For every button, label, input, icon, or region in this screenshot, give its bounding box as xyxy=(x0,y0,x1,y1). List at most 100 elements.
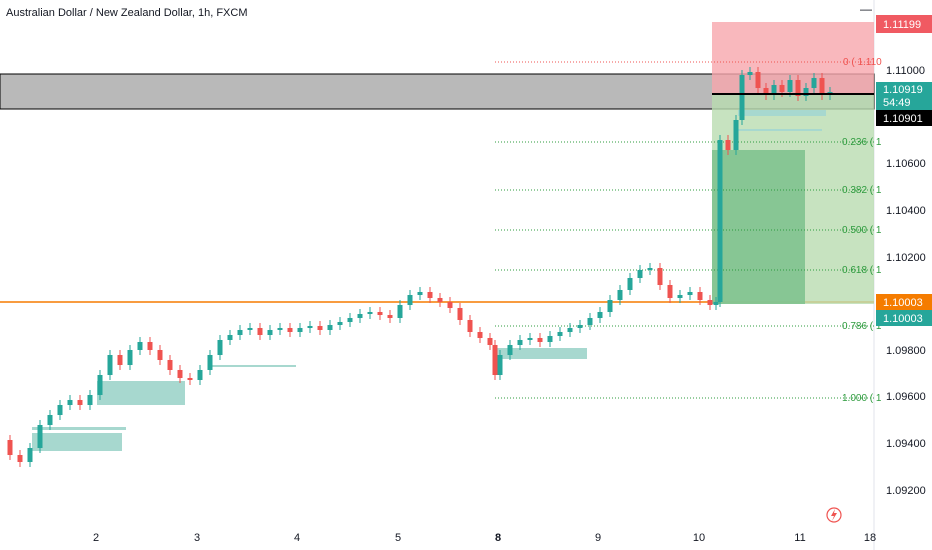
entry-price-tag: 1.10003 xyxy=(876,310,932,326)
fib-level-label: 0 ( 1.110 xyxy=(843,57,882,68)
price-tick: 1.09400 xyxy=(886,438,926,450)
candle-body xyxy=(147,342,153,350)
candle-body xyxy=(771,85,777,95)
fib-level-label: 0.500 ( 1 xyxy=(842,225,882,236)
lightning-icon[interactable] xyxy=(826,507,842,523)
demand-zone[interactable] xyxy=(738,110,826,116)
candle-body xyxy=(207,355,213,370)
candle-body xyxy=(327,325,333,330)
svg-text:1.10901: 1.10901 xyxy=(883,113,923,125)
candlesticks xyxy=(7,67,833,467)
candle-body xyxy=(467,320,473,332)
demand-zone[interactable] xyxy=(32,433,122,451)
candle-body xyxy=(795,80,801,96)
candle-body xyxy=(67,400,73,405)
candle-body xyxy=(97,375,103,395)
candle-body xyxy=(217,340,223,355)
candle-body xyxy=(477,332,483,338)
stop-price-tag: 1.11199 xyxy=(876,15,932,33)
price-tick: 1.10600 xyxy=(886,158,926,170)
candle-body xyxy=(637,270,643,278)
price-tick: 1.11000 xyxy=(886,65,925,77)
fib-level-label: 0.786 ( 1 xyxy=(842,321,882,332)
candle-body xyxy=(387,315,393,318)
candle-body xyxy=(297,328,303,332)
candle-body xyxy=(537,338,543,342)
fib-level-label: 1.000 ( 1 xyxy=(842,393,882,404)
candle-body xyxy=(277,328,283,330)
demand-zone[interactable] xyxy=(32,427,126,430)
price-tick: 1.10200 xyxy=(886,252,926,264)
fib-retracement[interactable]: 0 ( 1.110 0.236 ( 1 0.382 ( 1 0.500 ( 1 0.61… xyxy=(495,57,882,404)
time-tick: 5 xyxy=(395,532,401,544)
candle-body xyxy=(527,338,533,340)
candle-body xyxy=(227,335,233,340)
candle-body xyxy=(567,328,573,332)
time-tick: 4 xyxy=(294,532,300,544)
candle-body xyxy=(237,330,243,335)
candle-body xyxy=(763,88,769,95)
fib-level-label: 0.236 ( 1 xyxy=(842,137,882,148)
candle-body xyxy=(517,340,523,345)
price-tick: 1.09600 xyxy=(886,391,926,403)
candle-body xyxy=(617,290,623,300)
candle-body xyxy=(811,78,817,88)
candle-body xyxy=(117,355,123,365)
candle-body xyxy=(717,140,723,302)
candle-body xyxy=(487,338,493,345)
candle-body xyxy=(87,395,93,405)
candle-body xyxy=(357,314,363,318)
candle-body xyxy=(607,300,613,312)
candle-body xyxy=(507,345,513,355)
fib-level-label: 0.618 ( 1 xyxy=(842,265,882,276)
stop-loss-zone[interactable] xyxy=(712,22,874,94)
demand-zone[interactable] xyxy=(497,348,587,359)
candle-body xyxy=(417,292,423,295)
candle-body xyxy=(577,325,583,328)
fib-level-label: 0.382 ( 1 xyxy=(842,185,882,196)
time-tick: 9 xyxy=(595,532,601,544)
price-tick: 1.09800 xyxy=(886,345,926,357)
candle-body xyxy=(647,268,653,270)
candle-body xyxy=(713,302,719,305)
candle-body xyxy=(17,455,23,462)
candle-body xyxy=(137,342,143,350)
candle-body xyxy=(77,400,83,405)
candle-body xyxy=(587,318,593,325)
candle-body xyxy=(725,140,731,150)
candle-body xyxy=(187,378,193,380)
svg-text:1.10919: 1.10919 xyxy=(883,84,923,96)
candle-body xyxy=(337,322,343,325)
candle-body xyxy=(377,312,383,315)
candle-body xyxy=(287,328,293,332)
demand-zone[interactable] xyxy=(738,129,822,131)
candle-body xyxy=(597,312,603,318)
candle-body xyxy=(739,75,745,120)
candle-body xyxy=(627,278,633,290)
svg-text:1.10003: 1.10003 xyxy=(883,297,923,309)
demand-zone[interactable] xyxy=(97,381,185,405)
time-tick: 2 xyxy=(93,532,99,544)
candle-body xyxy=(307,326,313,328)
candle-body xyxy=(157,350,163,360)
candle-body xyxy=(47,415,53,425)
candle-body xyxy=(127,350,133,365)
minus-icon[interactable]: — xyxy=(860,2,872,16)
candle-body xyxy=(347,318,353,322)
candle-body xyxy=(667,285,673,298)
time-tick: 10 xyxy=(693,532,705,544)
price-axis[interactable]: 1.11000 1.10600 1.10400 1.10200 1.09800 … xyxy=(886,65,926,497)
candle-body xyxy=(257,328,263,335)
time-tick: 18 xyxy=(864,532,876,544)
svg-text:1.11199: 1.11199 xyxy=(883,19,921,31)
candle-body xyxy=(437,298,443,302)
candle-body xyxy=(27,448,33,462)
candle-body xyxy=(247,328,253,330)
candle-body xyxy=(787,80,793,92)
candle-body xyxy=(755,72,761,88)
time-axis[interactable]: 2 3 4 5 8 9 10 11 18 xyxy=(93,532,876,544)
candle-body xyxy=(427,292,433,298)
candle-body xyxy=(407,295,413,305)
candle-body xyxy=(267,330,273,335)
